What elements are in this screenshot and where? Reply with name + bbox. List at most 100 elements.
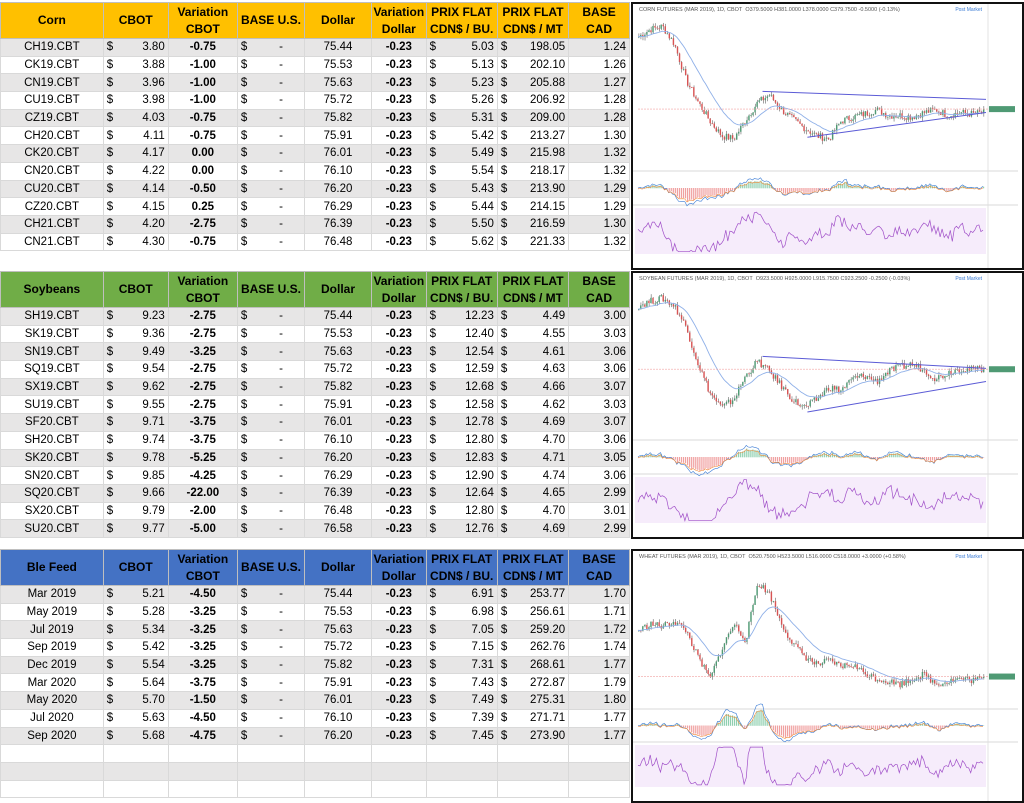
flat-mt-cell: $4.71 bbox=[496, 448, 570, 468]
empty-row[interactable] bbox=[0, 779, 630, 799]
table-row[interactable]: SK20.CBT $9.78 -5.25 $ -76.20 -0.23 $12.83 $4.7… bbox=[0, 448, 630, 468]
table-row[interactable]: Jul 2019 $5.34 -3.25 $ -75.63 -0.23 $7.05 $259.… bbox=[0, 620, 630, 640]
macd-histogram-bar bbox=[740, 452, 742, 458]
candle bbox=[742, 381, 744, 386]
flat-mt-cell: $4.74 bbox=[496, 466, 570, 485]
candle bbox=[970, 679, 973, 684]
table-row[interactable]: Dec 2019 $5.54 -3.25 $ -75.82 -0.23 $7.31 $268.… bbox=[0, 655, 630, 675]
table-row[interactable]: SQ20.CBT $9.66 -22.00 $ -76.39 -0.23 $12.64 $4.… bbox=[0, 483, 630, 503]
macd-histogram-bar bbox=[819, 188, 821, 189]
table-row[interactable]: CH21.CBT $4.20 -2.75 $ -76.39 -0.23 $5.50 $216.… bbox=[0, 214, 630, 234]
candle bbox=[862, 668, 864, 672]
table-row[interactable]: SN20.CBT $9.85 -4.25 $ -76.29 -0.23 $12.90 $4.7… bbox=[0, 466, 630, 485]
variation-cell: -1.00 bbox=[167, 73, 238, 93]
table-row[interactable]: SK19.CBT $9.36 -2.75 $ -75.53 -0.23 $12.40 $4.5… bbox=[0, 324, 630, 344]
macd-histogram-bar bbox=[727, 188, 730, 193]
macd-histogram-bar bbox=[668, 188, 670, 192]
candle bbox=[840, 663, 842, 667]
table-row[interactable]: CN19.CBT $3.96 -1.00 $ -75.63 -0.23 $5.23 $205.… bbox=[0, 73, 630, 93]
macd-histogram-bar bbox=[844, 182, 846, 189]
variation-dollar-cell: -0.23 bbox=[371, 179, 427, 199]
table-row[interactable]: CZ19.CBT $4.03 -0.75 $ -75.82 -0.23 $5.31 $209.… bbox=[0, 108, 630, 128]
currency-symbol: $ bbox=[106, 451, 114, 464]
soybeans-price-chart[interactable]: SOYBEAN FUTURES (MAR 2019), 1D, CBOT O92… bbox=[631, 271, 1024, 539]
empty-cell bbox=[0, 761, 104, 781]
dollar-cell: 76.10 bbox=[303, 430, 373, 450]
table-row[interactable]: CN20.CBT $4.22 0.00 $ -76.10 -0.23 $5.54 $218.1… bbox=[0, 161, 630, 181]
macd-histogram-bar bbox=[870, 457, 872, 459]
flat-bu-value: 5.44 bbox=[471, 200, 494, 213]
table-row[interactable]: SF20.CBT $9.71 -3.75 $ -76.01 -0.23 $12.78 $4.6… bbox=[0, 413, 630, 432]
candle bbox=[642, 626, 644, 631]
macd-histogram-bar bbox=[738, 720, 740, 726]
table-row[interactable]: Sep 2019 $5.42 -3.25 $ -75.72 -0.23 $7.15 $262.… bbox=[0, 638, 630, 657]
base-us-cell: $ - bbox=[236, 655, 305, 675]
table-row[interactable]: SH19.CBT $9.23 -2.75 $ -75.44 -0.23 $12.23 $4.4… bbox=[0, 307, 630, 326]
table-row[interactable]: CU19.CBT $3.98 -1.00 $ -75.72 -0.23 $5.26 $206.… bbox=[0, 91, 630, 110]
currency-symbol: $ bbox=[106, 94, 114, 107]
candle bbox=[923, 671, 926, 673]
macd-histogram-bar bbox=[733, 716, 736, 726]
candle bbox=[854, 114, 856, 120]
empty-row[interactable] bbox=[0, 761, 630, 781]
dollar-cell: 75.91 bbox=[303, 673, 373, 693]
empty-row[interactable] bbox=[0, 744, 630, 763]
table-row[interactable]: SX20.CBT $9.79 -2.00 $ -76.48 -0.23 $12.80 $4.7… bbox=[0, 501, 630, 521]
macd-histogram-bar bbox=[946, 725, 948, 727]
macd-histogram-bar bbox=[744, 183, 746, 189]
table-row[interactable]: May 2020 $5.70 -1.50 $ -76.01 -0.23 $7.49 $275.… bbox=[0, 691, 630, 710]
base-cad-cell: 1.32 bbox=[568, 161, 630, 181]
macd-histogram-bar bbox=[821, 454, 823, 458]
table-row[interactable]: CH20.CBT $4.11 -0.75 $ -75.91 -0.23 $5.42 $213.… bbox=[0, 126, 630, 146]
table-row[interactable]: CU20.CBT $4.14 -0.50 $ -76.20 -0.23 $5.43 $213.… bbox=[0, 179, 630, 199]
table-row[interactable]: SU19.CBT $9.55 -2.75 $ -75.91 -0.23 $12.58 $4.6… bbox=[0, 395, 630, 415]
candle bbox=[711, 393, 713, 396]
candle bbox=[646, 624, 648, 630]
candle bbox=[778, 615, 781, 619]
table-row[interactable]: CH19.CBT $3.80 -0.75 $ -75.44 -0.23 $5.03 $198.… bbox=[0, 38, 630, 57]
currency-symbol: $ bbox=[429, 434, 436, 447]
macd-histogram-bar bbox=[831, 452, 834, 458]
dollar-cell: 76.39 bbox=[303, 214, 373, 234]
corn-price-chart[interactable]: CORN FUTURES (MAR 2019), 1D, CBOT O379.5… bbox=[631, 2, 1024, 270]
table-row[interactable]: CK20.CBT $4.17 0.00 $ -76.01 -0.23 $5.49 $215.9… bbox=[0, 144, 630, 163]
table-row[interactable]: Mar 2019 $5.21 -4.50 $ -75.44 -0.23 $6.91 $253.… bbox=[0, 585, 630, 604]
table-row[interactable]: SN19.CBT $9.49 -3.25 $ -75.63 -0.23 $12.54 $4.6… bbox=[0, 342, 630, 362]
base-us-value: - bbox=[279, 218, 283, 231]
base-us-value: - bbox=[279, 588, 283, 601]
table-row[interactable]: SQ19.CBT $9.54 -2.75 $ -75.72 -0.23 $12.59 $4.6… bbox=[0, 360, 630, 379]
candle bbox=[825, 137, 828, 139]
macd-histogram-bar bbox=[846, 725, 848, 728]
candle bbox=[656, 622, 658, 626]
candle bbox=[893, 679, 895, 685]
candle bbox=[891, 366, 893, 368]
variation-cell: -3.25 bbox=[167, 638, 238, 657]
candle bbox=[758, 359, 760, 362]
table-row[interactable]: Sep 2020 $5.68 -4.75 $ -76.20 -0.23 $7.45 $273.… bbox=[0, 726, 630, 746]
macd-histogram-bar bbox=[858, 453, 860, 458]
ble-feed-price-chart[interactable]: WHEAT FUTURES (MAR 2019), 1D, CBOT O520.… bbox=[631, 549, 1024, 803]
macd-histogram-bar bbox=[686, 725, 689, 729]
table-row[interactable]: SX19.CBT $9.62 -2.75 $ -75.82 -0.23 $12.68 $4.6… bbox=[0, 377, 630, 397]
candle bbox=[678, 314, 681, 316]
table-row[interactable]: CZ20.CBT $4.15 0.25 $ -76.29 -0.23 $5.44 $214.1… bbox=[0, 197, 630, 216]
table-row[interactable]: SU20.CBT $9.77 -5.00 $ -76.58 -0.23 $12.76 $4.6… bbox=[0, 519, 630, 538]
table-row[interactable]: Jul 2020 $5.63 -4.50 $ -76.10 -0.23 $7.39 $271.… bbox=[0, 708, 630, 728]
macd-histogram-bar bbox=[893, 725, 895, 728]
candle bbox=[823, 659, 826, 664]
candle bbox=[803, 405, 805, 406]
currency-symbol: $ bbox=[240, 182, 248, 195]
table-row[interactable]: Mar 2020 $5.64 -3.75 $ -75.91 -0.23 $7.43 $272.… bbox=[0, 673, 630, 693]
table-row[interactable]: May 2019 $5.28 -3.25 $ -75.53 -0.23 $6.98 $256.… bbox=[0, 602, 630, 622]
candle bbox=[776, 608, 779, 616]
table-row[interactable]: SH20.CBT $9.74 -3.75 $ -76.10 -0.23 $12.80 $4.7… bbox=[0, 430, 630, 450]
macd-histogram-bar bbox=[840, 183, 842, 189]
candle bbox=[978, 366, 981, 368]
macd-histogram-bar bbox=[787, 725, 789, 737]
table-row[interactable]: CN21.CBT $4.30 -0.75 $ -76.48 -0.23 $5.62 $221.… bbox=[0, 232, 630, 252]
table-row[interactable]: CK19.CBT $3.88 -1.00 $ -75.53 -0.23 $5.13 $202.… bbox=[0, 55, 630, 75]
macd-histogram-bar bbox=[927, 186, 930, 189]
candle bbox=[760, 96, 762, 101]
macd-histogram-bar bbox=[844, 725, 846, 728]
contract-cell: CH20.CBT bbox=[0, 126, 104, 146]
